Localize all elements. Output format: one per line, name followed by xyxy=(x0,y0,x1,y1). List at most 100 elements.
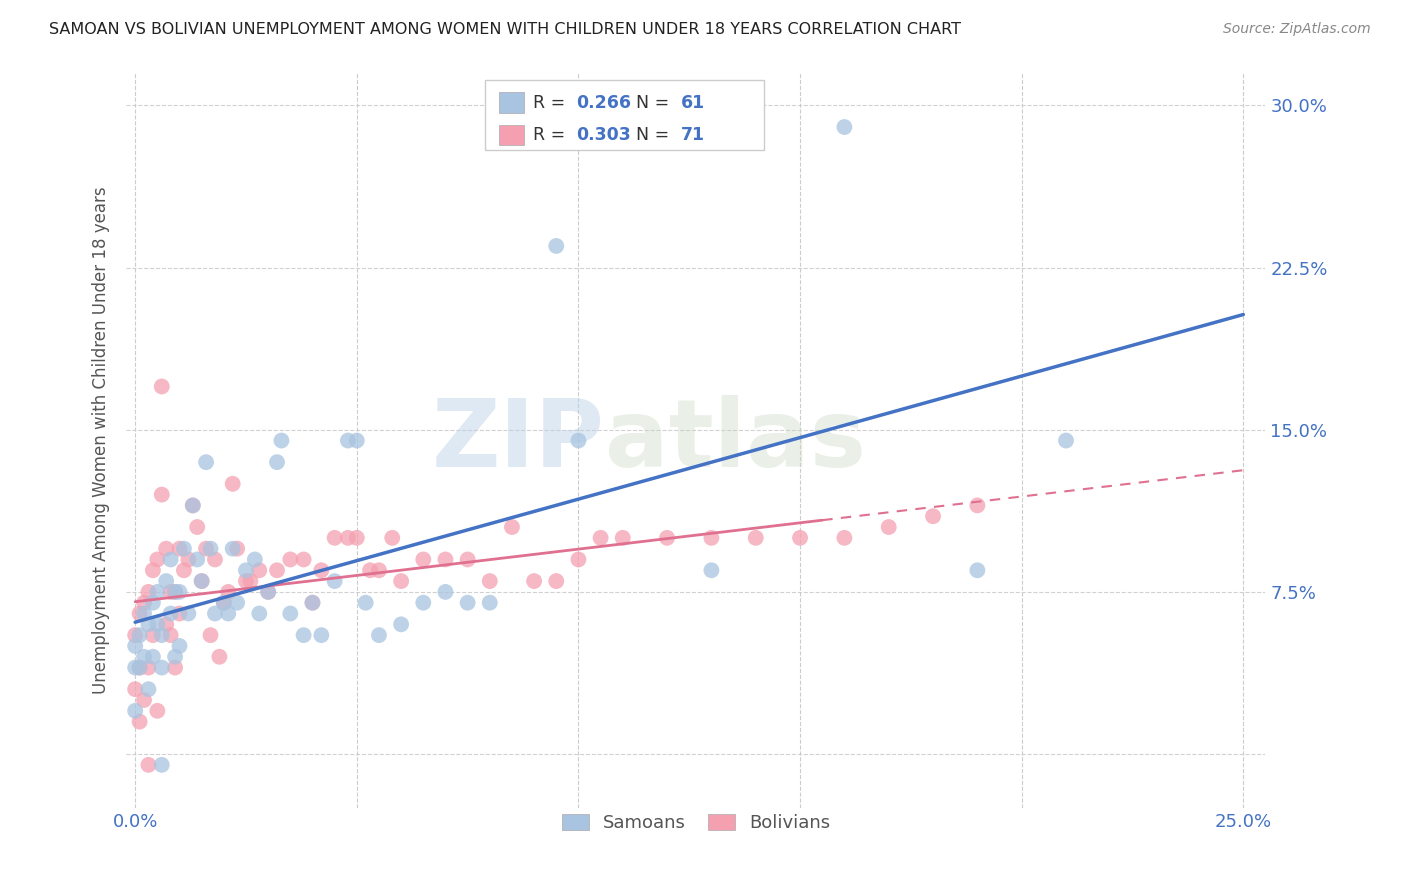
Point xyxy=(501,520,523,534)
Point xyxy=(195,541,218,556)
Point xyxy=(567,434,589,448)
Text: 0.266: 0.266 xyxy=(576,94,631,112)
Point xyxy=(323,574,346,588)
Point xyxy=(138,757,160,772)
Point xyxy=(159,607,181,621)
Point xyxy=(138,585,160,599)
Point xyxy=(292,628,315,642)
Point xyxy=(834,120,856,134)
Point xyxy=(434,585,457,599)
Text: SAMOAN VS BOLIVIAN UNEMPLOYMENT AMONG WOMEN WITH CHILDREN UNDER 18 YEARS CORRELA: SAMOAN VS BOLIVIAN UNEMPLOYMENT AMONG WO… xyxy=(49,22,962,37)
Point xyxy=(204,607,226,621)
Point xyxy=(181,499,204,513)
Point xyxy=(165,585,187,599)
Point xyxy=(159,628,181,642)
Point xyxy=(169,607,191,621)
Point xyxy=(221,541,243,556)
Point xyxy=(257,585,280,599)
Point xyxy=(190,574,212,588)
Point xyxy=(346,434,368,448)
Text: R =: R = xyxy=(533,94,571,112)
Point xyxy=(169,585,191,599)
Point xyxy=(270,434,292,448)
Point xyxy=(177,552,200,566)
Point xyxy=(834,531,856,545)
Point xyxy=(138,660,160,674)
Point xyxy=(1054,434,1077,448)
Point xyxy=(368,628,391,642)
Point xyxy=(966,499,988,513)
Point xyxy=(132,649,155,664)
Point xyxy=(155,541,177,556)
Point xyxy=(700,563,723,577)
Point xyxy=(226,596,249,610)
Point xyxy=(142,596,165,610)
Point xyxy=(128,660,150,674)
Point xyxy=(138,617,160,632)
Point xyxy=(177,607,200,621)
Point xyxy=(150,660,173,674)
Point xyxy=(301,596,323,610)
Point xyxy=(278,552,301,566)
Point xyxy=(546,239,568,253)
Point xyxy=(146,552,169,566)
Point xyxy=(278,607,301,621)
Point xyxy=(877,520,900,534)
Point xyxy=(186,552,208,566)
Text: 0.303: 0.303 xyxy=(576,126,631,144)
Point xyxy=(169,541,191,556)
Point xyxy=(150,628,173,642)
Point xyxy=(266,563,288,577)
Point xyxy=(142,563,165,577)
Point xyxy=(124,660,146,674)
Point xyxy=(478,574,501,588)
Point xyxy=(124,639,146,653)
Point xyxy=(159,552,181,566)
Point xyxy=(195,455,218,469)
Point xyxy=(155,617,177,632)
Point xyxy=(412,552,434,566)
Point xyxy=(132,693,155,707)
Point xyxy=(301,596,323,610)
Point xyxy=(311,628,333,642)
Text: N =: N = xyxy=(636,126,675,144)
Point xyxy=(128,660,150,674)
Point xyxy=(589,531,612,545)
Point xyxy=(128,714,150,729)
Point xyxy=(354,596,377,610)
Point xyxy=(165,660,187,674)
Point xyxy=(146,585,169,599)
Point xyxy=(142,649,165,664)
Point xyxy=(389,617,412,632)
Point xyxy=(336,434,359,448)
Bar xyxy=(499,93,524,113)
Point xyxy=(434,552,457,566)
Point xyxy=(567,552,589,566)
Point xyxy=(132,596,155,610)
Point xyxy=(257,585,280,599)
Point xyxy=(138,682,160,697)
Bar xyxy=(499,125,524,145)
Point xyxy=(132,607,155,621)
Point xyxy=(200,541,222,556)
Point xyxy=(311,563,333,577)
Point xyxy=(212,596,235,610)
Point xyxy=(612,531,634,545)
Point xyxy=(124,704,146,718)
Point xyxy=(208,649,231,664)
Point xyxy=(217,607,239,621)
Point xyxy=(235,563,257,577)
Point xyxy=(155,574,177,588)
Text: 61: 61 xyxy=(681,94,706,112)
Point xyxy=(368,563,391,577)
Point xyxy=(150,379,173,393)
Point xyxy=(457,552,479,566)
Point xyxy=(124,682,146,697)
Point xyxy=(200,628,222,642)
Bar xyxy=(485,80,765,150)
Point xyxy=(142,628,165,642)
Point xyxy=(247,607,270,621)
Text: N =: N = xyxy=(636,94,675,112)
Point xyxy=(212,596,235,610)
Point xyxy=(146,617,169,632)
